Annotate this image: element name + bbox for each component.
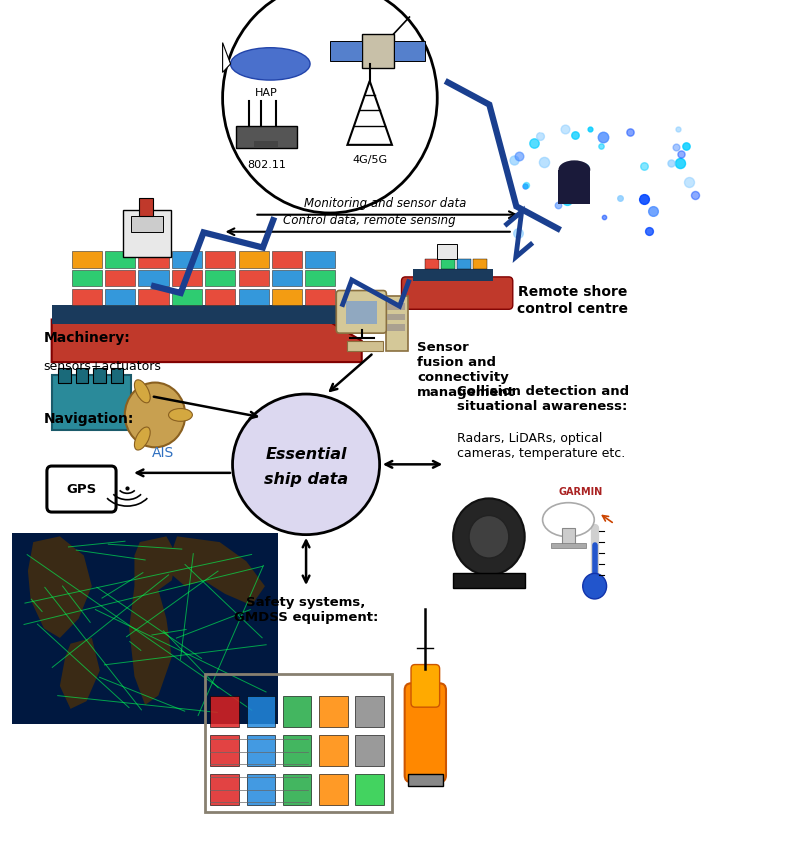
Bar: [138, 251, 169, 268]
Ellipse shape: [134, 380, 150, 403]
Bar: [238, 270, 269, 286]
Bar: [437, 244, 457, 259]
Bar: [72, 251, 102, 268]
Bar: [386, 296, 408, 351]
Bar: [272, 270, 302, 286]
Text: HAP: HAP: [255, 88, 277, 98]
Bar: [123, 210, 171, 257]
FancyBboxPatch shape: [336, 291, 386, 333]
Text: Collision detection and
situational awareness:: Collision detection and situational awar…: [457, 385, 630, 413]
Bar: [72, 270, 102, 286]
Bar: [394, 41, 425, 61]
Text: Machinery:: Machinery:: [44, 331, 130, 345]
Ellipse shape: [542, 503, 594, 537]
Bar: [172, 289, 202, 305]
Text: Control data, remote sensing: Control data, remote sensing: [283, 214, 456, 227]
Bar: [441, 259, 455, 269]
Bar: [305, 289, 335, 305]
Ellipse shape: [134, 427, 150, 450]
Bar: [138, 289, 169, 305]
Circle shape: [125, 383, 185, 447]
Bar: [205, 251, 235, 268]
Bar: [138, 270, 169, 286]
Bar: [105, 251, 135, 268]
Text: GARMIN: GARMIN: [558, 486, 603, 497]
Bar: [347, 341, 383, 351]
Text: Sensor
fusion and
connectivity
management: Sensor fusion and connectivity managemen…: [417, 341, 515, 399]
Bar: [551, 543, 586, 548]
Bar: [457, 259, 471, 269]
Bar: [473, 259, 487, 269]
Text: ship data: ship data: [264, 472, 348, 487]
Bar: [105, 270, 135, 286]
Text: Navigation:: Navigation:: [44, 412, 134, 426]
Bar: [172, 251, 202, 268]
FancyBboxPatch shape: [47, 466, 116, 512]
Bar: [172, 270, 202, 286]
Bar: [330, 41, 362, 61]
Bar: [272, 289, 302, 305]
Bar: [387, 324, 405, 331]
Text: Remote shore
control centre: Remote shore control centre: [517, 285, 628, 315]
Bar: [346, 301, 377, 324]
Bar: [205, 289, 235, 305]
Bar: [305, 270, 335, 286]
FancyBboxPatch shape: [401, 277, 513, 309]
Bar: [205, 270, 235, 286]
Bar: [139, 198, 153, 216]
Bar: [236, 126, 297, 148]
Bar: [362, 34, 394, 68]
Ellipse shape: [231, 48, 310, 80]
Bar: [272, 251, 302, 268]
Bar: [72, 289, 102, 305]
Bar: [58, 368, 71, 383]
Text: Radars, LiDARs, optical
cameras, temperature etc.: Radars, LiDARs, optical cameras, tempera…: [457, 432, 626, 460]
Bar: [387, 303, 405, 310]
Bar: [305, 251, 335, 268]
Bar: [453, 573, 525, 588]
FancyBboxPatch shape: [405, 683, 446, 782]
Polygon shape: [52, 320, 362, 362]
Circle shape: [469, 515, 509, 558]
Bar: [413, 269, 493, 281]
Bar: [254, 141, 278, 148]
FancyBboxPatch shape: [411, 665, 440, 707]
Bar: [52, 375, 131, 430]
Bar: [52, 305, 362, 324]
Text: 4G/5G: 4G/5G: [352, 155, 387, 165]
Bar: [131, 216, 163, 232]
Text: GPS: GPS: [66, 482, 96, 496]
Circle shape: [583, 573, 607, 599]
Text: sensors+actuators: sensors+actuators: [44, 360, 161, 373]
Circle shape: [453, 498, 525, 575]
Text: AIS: AIS: [152, 446, 174, 460]
Bar: [408, 774, 443, 786]
Bar: [76, 368, 88, 383]
Ellipse shape: [169, 408, 192, 421]
Bar: [425, 259, 439, 269]
Bar: [387, 314, 405, 320]
Text: Essential: Essential: [266, 446, 347, 462]
Text: Monitoring and sensor data: Monitoring and sensor data: [304, 197, 467, 210]
Bar: [238, 251, 269, 268]
Bar: [105, 289, 135, 305]
Bar: [111, 368, 123, 383]
Ellipse shape: [232, 394, 379, 535]
Polygon shape: [223, 43, 231, 72]
Bar: [562, 528, 575, 545]
Bar: [238, 289, 269, 305]
Text: Safety systems,
GMDSS equipment:: Safety systems, GMDSS equipment:: [234, 596, 378, 625]
Text: 802.11: 802.11: [247, 160, 285, 170]
Bar: [93, 368, 106, 383]
